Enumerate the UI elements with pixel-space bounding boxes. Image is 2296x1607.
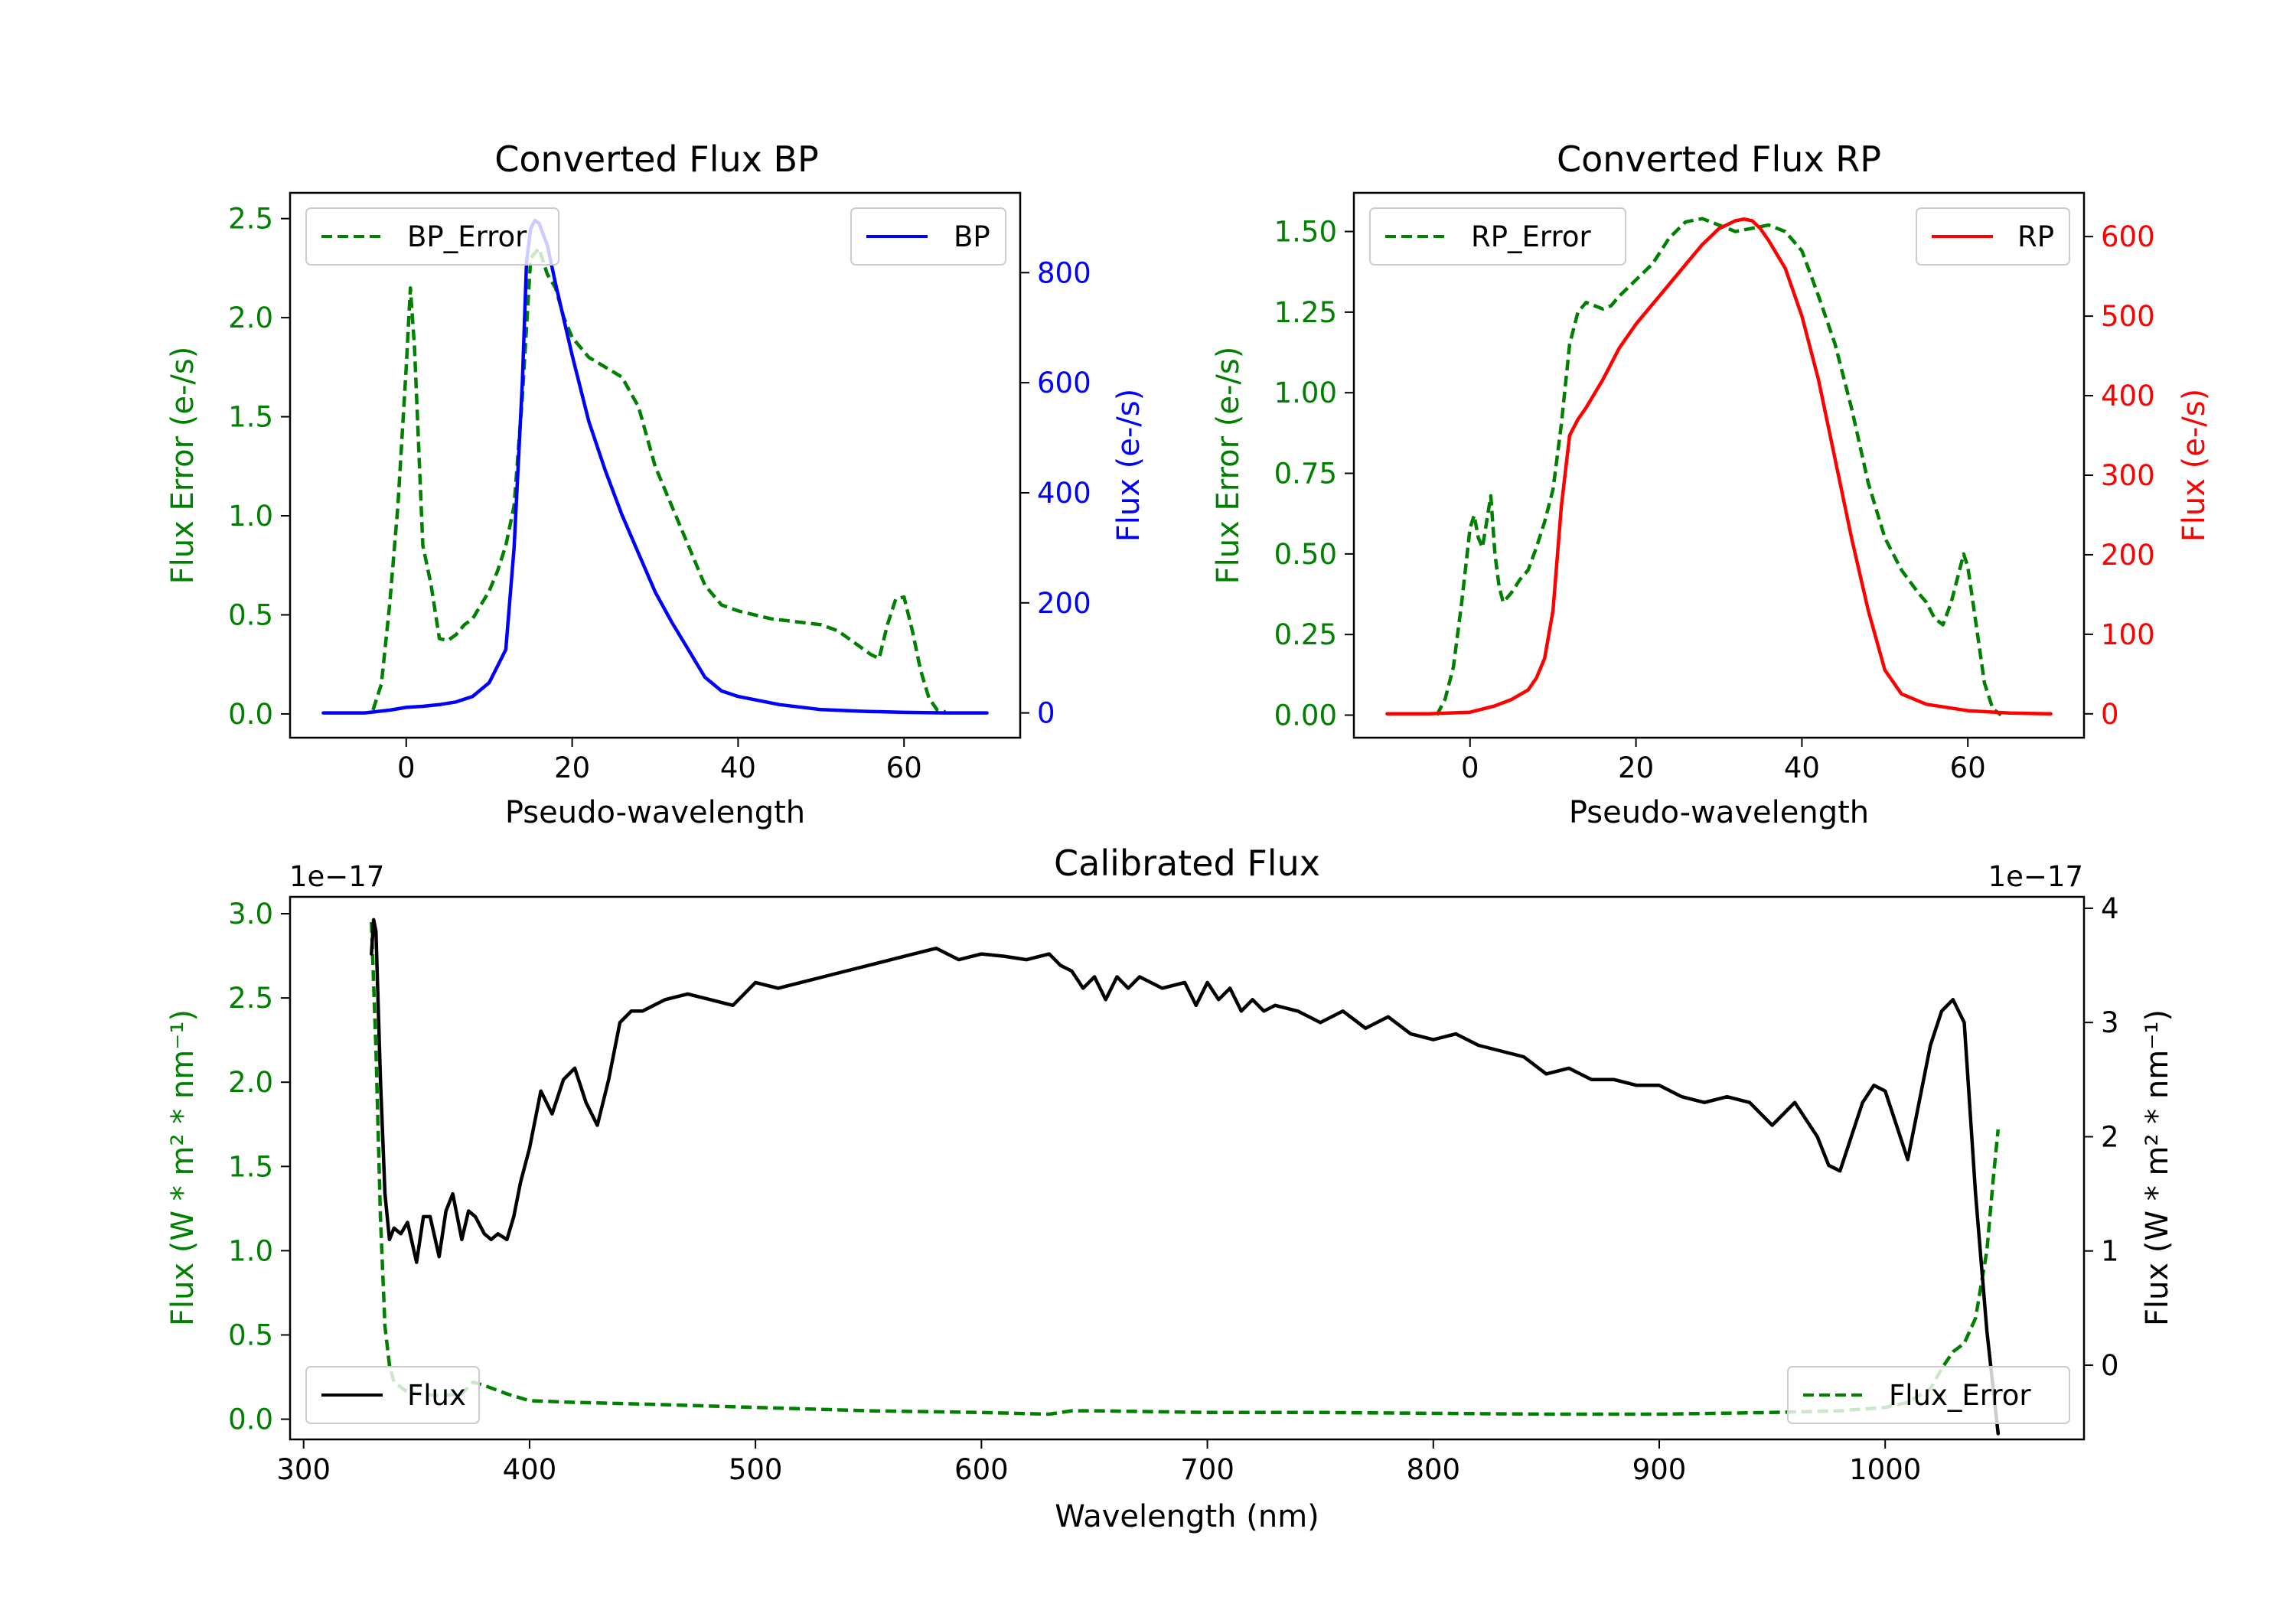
calibrated-y-right-tick-label: 2 <box>2101 1120 2119 1153</box>
flux-error-legend-label: Flux_Error <box>1889 1379 2031 1412</box>
bp-bp-series-line <box>321 218 989 715</box>
calibrated-flux-error-series-line <box>370 921 2001 1416</box>
bp-legend-label: BP <box>954 220 990 253</box>
rp-legend-right: RP <box>1916 207 2070 266</box>
rp-y-left-tick-label: 0.75 <box>1274 458 1337 491</box>
rp-x-tick-label: 0 <box>1461 751 1479 784</box>
bp-y-right-tick-label: 600 <box>1037 367 1091 399</box>
calibrated-chart-title: Calibrated Flux <box>1054 843 1320 884</box>
calibrated-y-left-tick-label: 1.0 <box>228 1234 273 1267</box>
calibrated-y-left-axis-label: Flux (W * m² * nm⁻¹) <box>165 1009 201 1326</box>
rp-y-right-tick-label: 200 <box>2101 539 2155 572</box>
calibrated-legend-right: Flux_Error <box>1787 1366 2070 1424</box>
calibrated-x-tick-label: 900 <box>1632 1453 1687 1486</box>
calibrated-left-offset-text: 1e−17 <box>289 860 384 893</box>
rp-chart-title: Converted Flux RP <box>1557 139 1881 180</box>
bp-x-axis-label: Pseudo-wavelength <box>505 795 805 830</box>
calibrated-x-tick-label: 800 <box>1406 1453 1460 1486</box>
rp-y-left-tick-label: 1.50 <box>1274 216 1337 249</box>
rp-y-left-tick-label: 0.00 <box>1274 699 1337 732</box>
calibrated-y-left-tick-label: 2.0 <box>228 1066 273 1099</box>
rp-x-tick-label: 60 <box>1950 751 1986 784</box>
bp-y-right-tick-label: 800 <box>1037 256 1091 289</box>
rp-y-left-axis-label: Flux Error (e-/s) <box>1211 347 1246 585</box>
rp-y-right-tick-label: 400 <box>2101 380 2155 412</box>
bp-legend-left: BP_Error <box>305 207 559 266</box>
calibrated-y-right-tick-label: 0 <box>2101 1349 2119 1382</box>
bp-plot-frame <box>289 191 1022 739</box>
rp-y-left-tick-label: 1.25 <box>1274 296 1337 329</box>
calibrated-x-tick-label: 1000 <box>1849 1453 1921 1486</box>
calibrated-flux-series-line <box>370 918 2001 1436</box>
rp-x-axis-label: Pseudo-wavelength <box>1569 795 1869 830</box>
rp-y-right-tick-label: 600 <box>2101 220 2155 253</box>
bp-error-legend-label: BP_Error <box>407 220 527 253</box>
calibrated-y-left-tick-label: 1.5 <box>228 1150 273 1183</box>
bp-y-left-tick-label: 2.0 <box>228 302 273 334</box>
calibrated-y-right-tick-label: 4 <box>2101 892 2119 925</box>
rp-error-legend-label: RP_Error <box>1471 220 1591 253</box>
bp-y-right-tick-label: 0 <box>1037 697 1055 730</box>
calibrated-y-left-tick-label: 0.5 <box>228 1319 273 1351</box>
rp-rp-series-line <box>1385 217 2053 716</box>
calibrated-y-right-axis-label: Flux (W * m² * nm⁻¹) <box>2140 1009 2175 1326</box>
rp-y-right-tick-label: 0 <box>2101 698 2119 731</box>
rp-chart: Converted Flux RP 0 20 40 60 0.00 0.25 0.50 0.7… <box>1211 139 2212 830</box>
rp-y-left-tick-label: 0.50 <box>1274 538 1337 571</box>
bp-x-tick-label: 40 <box>720 751 756 784</box>
calibrated-chart: Calibrated Flux 300 400 500 600 700 800 900 100… <box>165 843 2175 1534</box>
rp-legend-left: RP_Error <box>1369 207 1626 266</box>
bp-bp-error-series-line <box>371 246 946 714</box>
bp-y-right-tick-label: 400 <box>1037 477 1091 510</box>
bp-x-tick-label: 0 <box>397 751 416 784</box>
calibrated-x-tick-label: 400 <box>503 1453 557 1486</box>
bp-chart-title: Converted Flux BP <box>494 139 819 180</box>
rp-y-right-tick-label: 100 <box>2101 618 2155 651</box>
bp-y-left-tick-label: 1.0 <box>228 500 273 533</box>
bp-y-left-axis-label: Flux Error (e-/s) <box>165 347 201 585</box>
calibrated-y-right-tick-label: 1 <box>2101 1235 2119 1268</box>
rp-y-right-axis-label: Flux (e-/s) <box>2177 389 2212 542</box>
rp-rp-error-series-line <box>1435 217 2002 717</box>
flux-legend-label: Flux <box>407 1379 466 1412</box>
bp-legend-right: BP <box>850 207 1006 266</box>
calibrated-x-tick-label: 600 <box>954 1453 1009 1486</box>
bp-x-tick-label: 20 <box>554 751 590 784</box>
calibrated-legend-left: Flux <box>305 1366 480 1424</box>
bp-y-left-tick-label: 0.0 <box>228 698 273 731</box>
bp-x-tick-label: 60 <box>886 751 922 784</box>
rp-legend-label: RP <box>2017 220 2054 253</box>
bp-chart: Converted Flux BP 0 20 40 60 0.0 0.5 1.0 1.5 2.0… <box>165 139 1146 830</box>
calibrated-y-right-tick-label: 3 <box>2101 1006 2119 1039</box>
calibrated-x-axis-label: Wavelength (nm) <box>1055 1499 1319 1534</box>
bp-y-left-tick-label: 0.5 <box>228 598 273 631</box>
bp-y-right-axis-label: Flux (e-/s) <box>1111 389 1146 542</box>
rp-y-right-tick-label: 300 <box>2101 459 2155 492</box>
calibrated-y-left-tick-label: 2.5 <box>228 982 273 1015</box>
bp-y-left-tick-label: 1.5 <box>228 401 273 434</box>
rp-x-tick-label: 20 <box>1618 751 1654 784</box>
calibrated-x-tick-label: 700 <box>1180 1453 1234 1486</box>
calibrated-y-left-tick-label: 0.0 <box>228 1403 273 1436</box>
rp-y-left-tick-label: 1.00 <box>1274 376 1337 409</box>
rp-y-right-tick-label: 500 <box>2101 300 2155 333</box>
calibrated-x-tick-label: 500 <box>729 1453 783 1486</box>
bp-y-right-tick-label: 200 <box>1037 587 1091 620</box>
calibrated-y-left-tick-label: 3.0 <box>228 898 273 931</box>
calibrated-right-offset-text: 1e−17 <box>1988 860 2083 893</box>
rp-x-tick-label: 40 <box>1784 751 1820 784</box>
rp-plot-frame <box>1352 191 2086 739</box>
calibrated-x-tick-label: 300 <box>276 1453 331 1486</box>
rp-y-left-tick-label: 0.25 <box>1274 618 1337 651</box>
bp-y-left-tick-label: 2.5 <box>228 203 273 236</box>
calibrated-plot-frame <box>289 895 2086 1441</box>
